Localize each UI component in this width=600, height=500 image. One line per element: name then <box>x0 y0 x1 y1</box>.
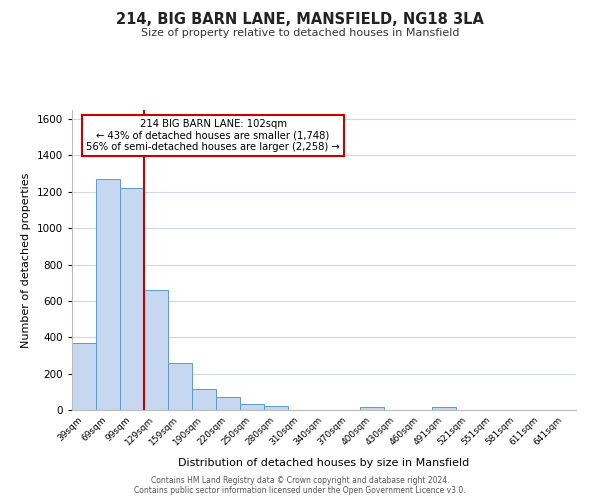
Text: Contains HM Land Registry data © Crown copyright and database right 2024.: Contains HM Land Registry data © Crown c… <box>151 476 449 485</box>
Bar <box>264 406 288 410</box>
Text: 214 BIG BARN LANE: 102sqm
← 43% of detached houses are smaller (1,748)
56% of se: 214 BIG BARN LANE: 102sqm ← 43% of detac… <box>86 119 340 152</box>
Bar <box>120 188 144 410</box>
Text: Size of property relative to detached houses in Mansfield: Size of property relative to detached ho… <box>141 28 459 38</box>
Bar <box>144 290 168 410</box>
Bar <box>240 404 264 410</box>
Y-axis label: Number of detached properties: Number of detached properties <box>21 172 31 348</box>
Bar <box>96 179 120 410</box>
Bar <box>360 408 384 410</box>
Bar <box>192 389 216 410</box>
Text: Contains public sector information licensed under the Open Government Licence v3: Contains public sector information licen… <box>134 486 466 495</box>
Bar <box>216 398 240 410</box>
Bar <box>432 408 456 410</box>
X-axis label: Distribution of detached houses by size in Mansfield: Distribution of detached houses by size … <box>178 458 470 468</box>
Text: 214, BIG BARN LANE, MANSFIELD, NG18 3LA: 214, BIG BARN LANE, MANSFIELD, NG18 3LA <box>116 12 484 28</box>
Bar <box>72 342 96 410</box>
Bar <box>168 362 192 410</box>
